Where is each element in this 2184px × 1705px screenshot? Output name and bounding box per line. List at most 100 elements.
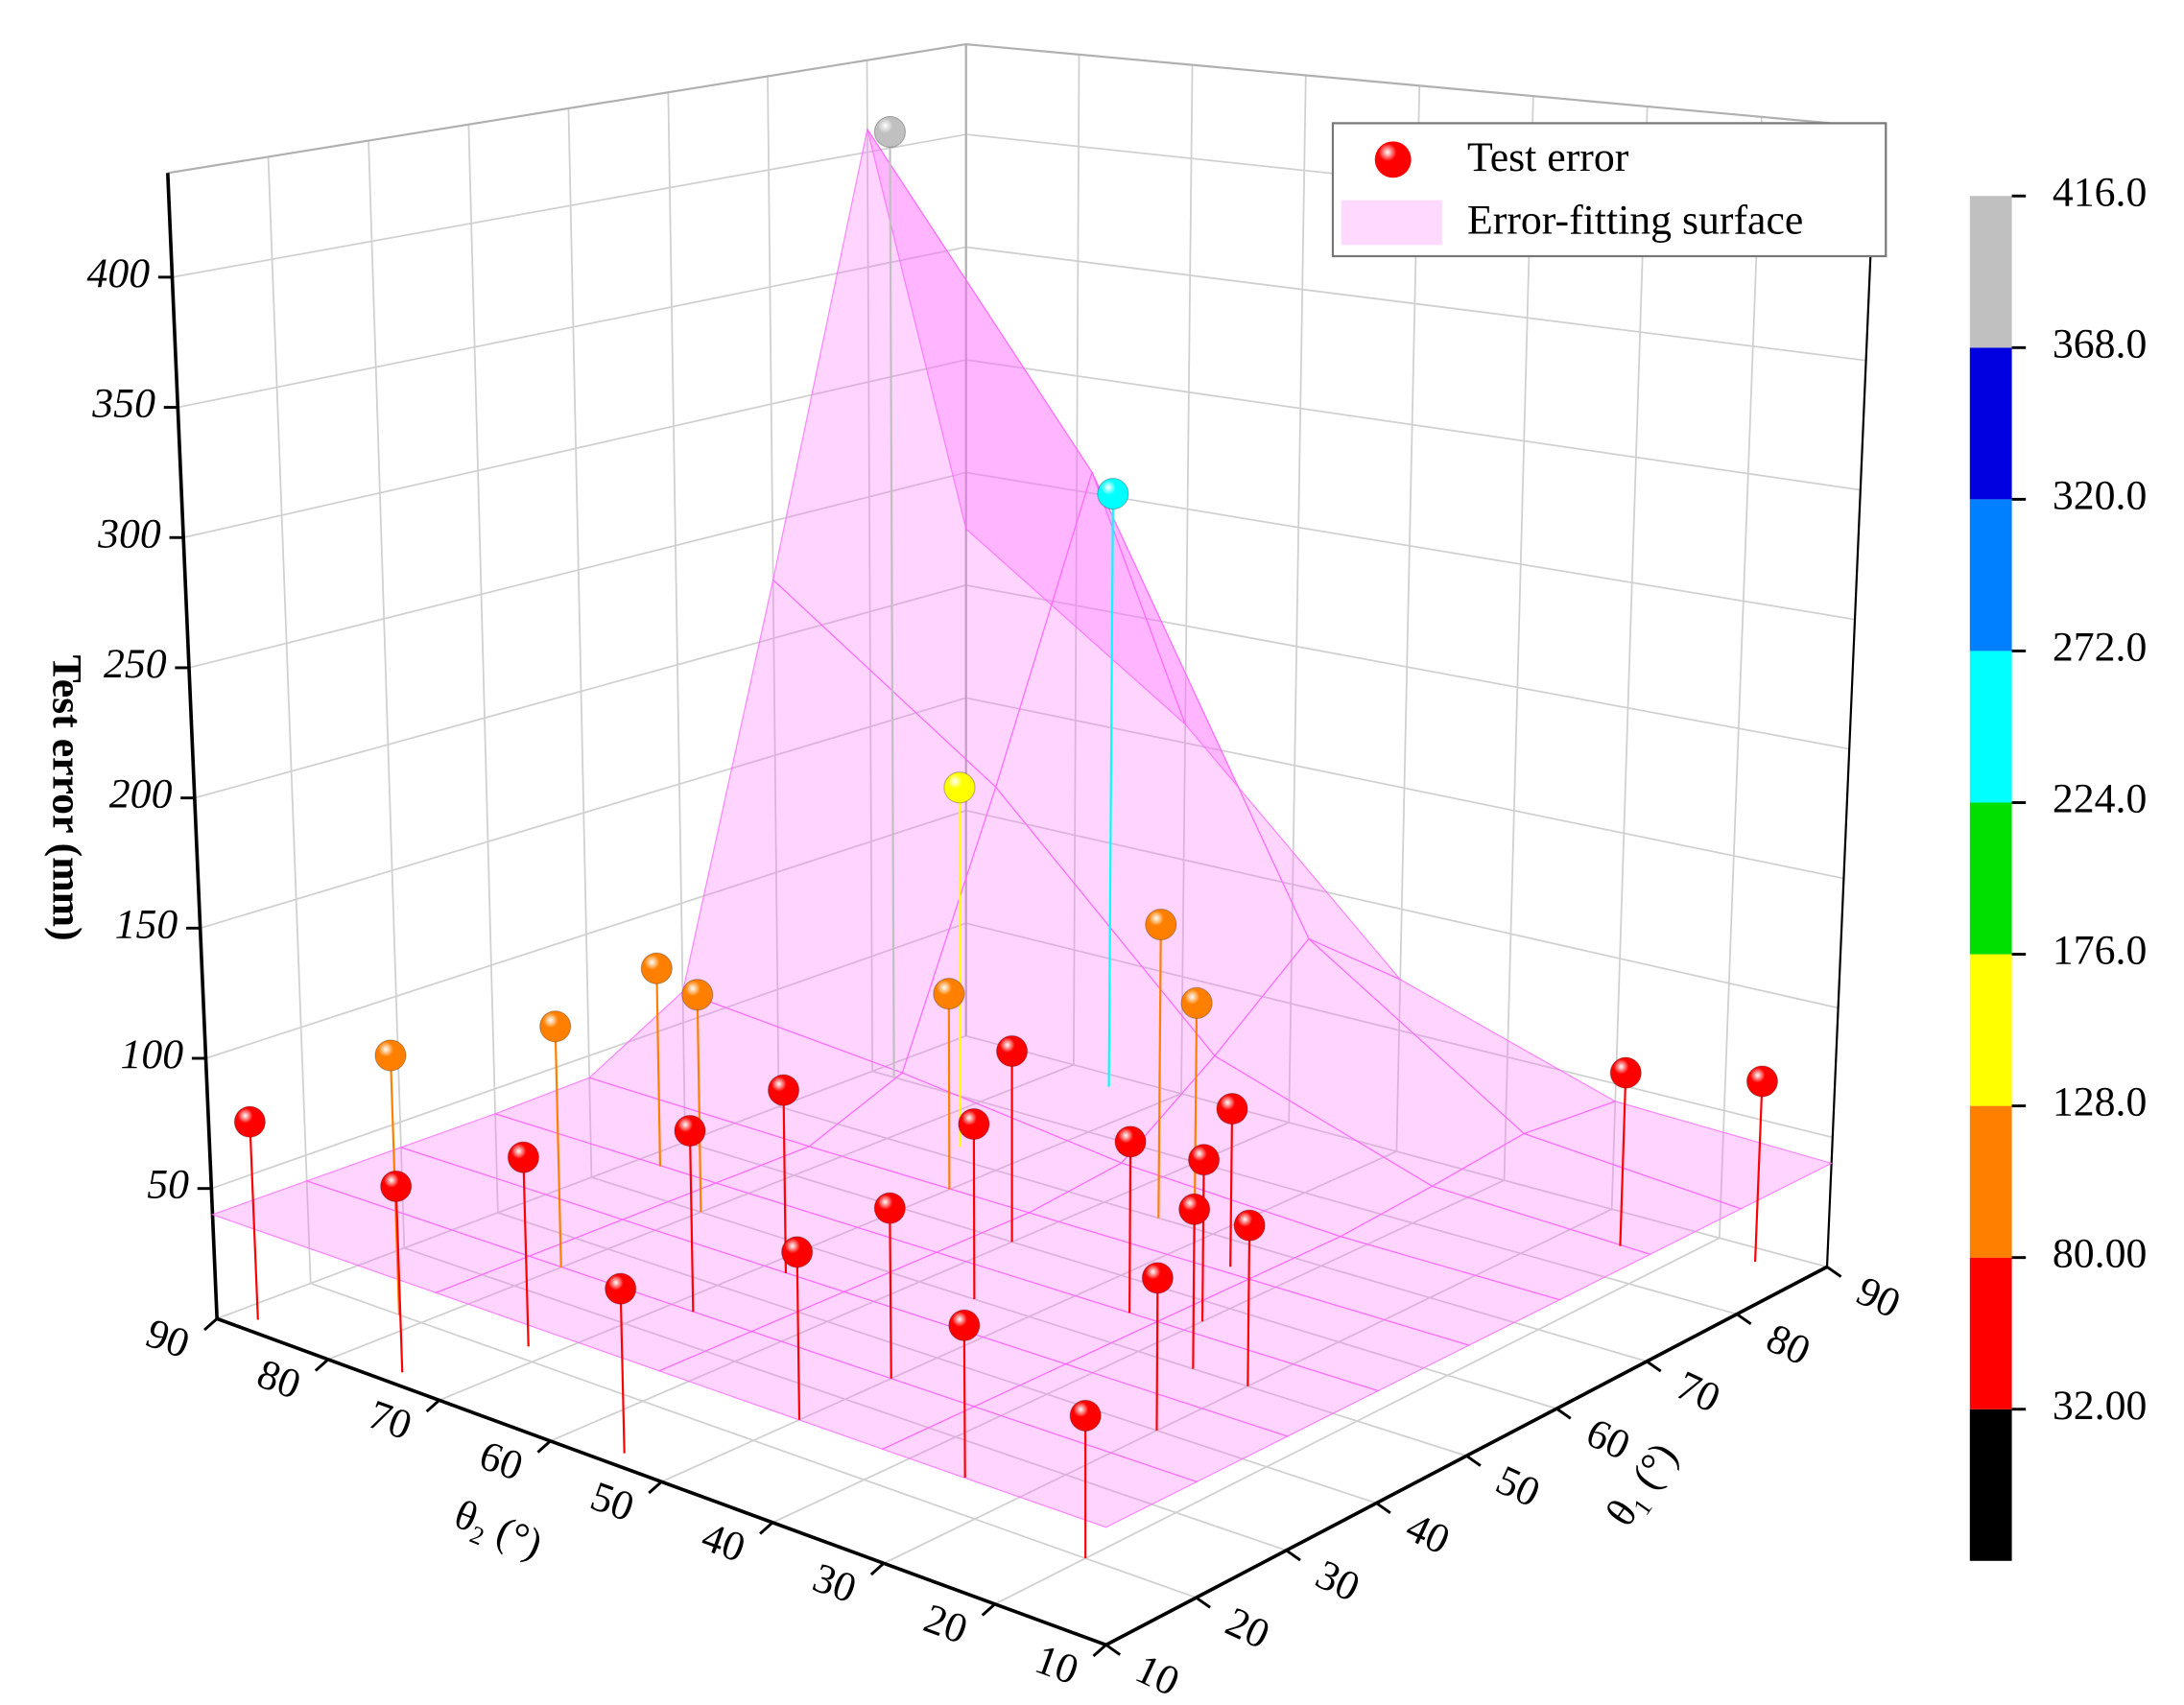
data-point xyxy=(873,1192,906,1224)
wall-edge xyxy=(965,43,1877,129)
colorbar-segment xyxy=(1969,499,2012,651)
y-tick xyxy=(648,1480,663,1495)
plot: 50 100 150 200 250 300 350 400 10 20 30 40 50 60 70 80 9… xyxy=(44,43,2147,1705)
data-point xyxy=(681,979,714,1011)
stem xyxy=(249,1122,259,1320)
stem xyxy=(1107,493,1114,1087)
colorbar-segment xyxy=(1969,1257,2012,1409)
grid-line xyxy=(182,359,966,539)
stem xyxy=(1155,1277,1159,1431)
y-tick xyxy=(981,1602,996,1617)
data-point xyxy=(1180,986,1213,1020)
stem xyxy=(958,787,961,1148)
y-tick xyxy=(536,1439,552,1454)
grid-line xyxy=(1072,54,1080,1065)
y-axis-title: θ₂ (°) xyxy=(448,1491,549,1568)
x-tick-label: 50 xyxy=(1489,1456,1547,1516)
data-point xyxy=(1141,1262,1174,1294)
data-point xyxy=(948,1309,981,1341)
data-point xyxy=(1097,477,1129,510)
grid-line xyxy=(1288,75,1307,1123)
surface-patch xyxy=(881,1406,1199,1528)
grid-line xyxy=(200,697,966,930)
data-point xyxy=(933,978,965,1010)
x-tick-label: 70 xyxy=(1670,1362,1727,1422)
data-point xyxy=(1069,1399,1102,1433)
x-tick xyxy=(1375,1502,1391,1515)
colorbar-segment xyxy=(1969,347,2012,500)
data-point xyxy=(767,1074,800,1106)
stem xyxy=(1157,924,1162,1219)
colorbar-segment xyxy=(1969,802,2012,955)
wall-edge xyxy=(167,43,966,175)
y-tick-label: 50 xyxy=(584,1473,640,1530)
stem xyxy=(1200,1159,1205,1322)
grid-line xyxy=(1718,116,1763,1239)
colorbar-segment xyxy=(1969,1105,2012,1258)
colorbar-segment xyxy=(1969,196,2012,348)
colorbar-label: 128.0 xyxy=(2053,1079,2147,1125)
z-tick-label: 350 xyxy=(91,381,155,427)
data-point xyxy=(1233,1209,1266,1242)
stem xyxy=(1192,1209,1196,1369)
y-tick xyxy=(203,1317,219,1332)
data-point xyxy=(1609,1056,1642,1089)
y-tick xyxy=(314,1358,329,1372)
legend-label: Test error xyxy=(1467,134,1629,180)
x-tick-label: 80 xyxy=(1760,1315,1817,1375)
grid-line xyxy=(467,124,499,1213)
x-tick-label: 40 xyxy=(1399,1504,1457,1564)
stem xyxy=(655,968,662,1167)
data-point xyxy=(605,1272,637,1305)
data-point xyxy=(1216,1092,1248,1125)
grid-line xyxy=(188,471,966,669)
colorbar-label: 32.00 xyxy=(2053,1383,2147,1429)
grid-line xyxy=(667,92,686,1143)
data-point xyxy=(1114,1125,1147,1158)
colorbar-segment xyxy=(1969,1409,2012,1561)
stem xyxy=(1753,1080,1764,1263)
y-tick-label: 80 xyxy=(251,1351,307,1409)
x-tick xyxy=(1465,1455,1482,1467)
legend-marker xyxy=(1374,141,1412,178)
y-tick xyxy=(425,1399,440,1413)
legend-marker xyxy=(1341,200,1442,246)
colorbar-label: 272.0 xyxy=(2053,624,2147,670)
grid-line xyxy=(994,1237,1721,1605)
data-point xyxy=(374,1039,407,1072)
data-point xyxy=(1187,1144,1221,1176)
data-point xyxy=(380,1170,413,1202)
grid-line xyxy=(368,140,406,1248)
grid-line xyxy=(661,1150,1397,1483)
x-tick-label: 60 xyxy=(1579,1409,1637,1469)
z-axis xyxy=(165,173,219,1319)
grid-line xyxy=(178,246,966,409)
y-tick-label: 20 xyxy=(918,1596,974,1653)
grid-line xyxy=(1610,107,1649,1210)
data-point xyxy=(1745,1065,1779,1098)
x-tick xyxy=(1736,1313,1752,1326)
z-tick-label: 100 xyxy=(120,1031,183,1077)
data-point xyxy=(873,115,907,149)
grid-line xyxy=(194,584,966,799)
y-tick-label: 60 xyxy=(473,1433,529,1490)
x-tick xyxy=(1646,1360,1662,1373)
z-axis-title: Test error (mm) xyxy=(44,655,90,941)
data-point xyxy=(674,1114,706,1148)
y-tick-label: 70 xyxy=(363,1391,418,1449)
y-tick xyxy=(1092,1644,1107,1658)
grid-line xyxy=(267,156,312,1284)
z-tick-label: 300 xyxy=(97,510,161,556)
stem xyxy=(795,1251,801,1420)
grid-line xyxy=(216,1034,967,1320)
grid-line xyxy=(211,922,967,1190)
x-tick xyxy=(1555,1407,1572,1420)
x-tick-label: 30 xyxy=(1309,1551,1366,1611)
grid-line xyxy=(172,133,966,278)
colorbar-label: 80.00 xyxy=(2053,1231,2147,1277)
stem xyxy=(554,1026,562,1267)
grid-line xyxy=(965,359,1861,491)
z-tick-label: 400 xyxy=(86,250,150,296)
